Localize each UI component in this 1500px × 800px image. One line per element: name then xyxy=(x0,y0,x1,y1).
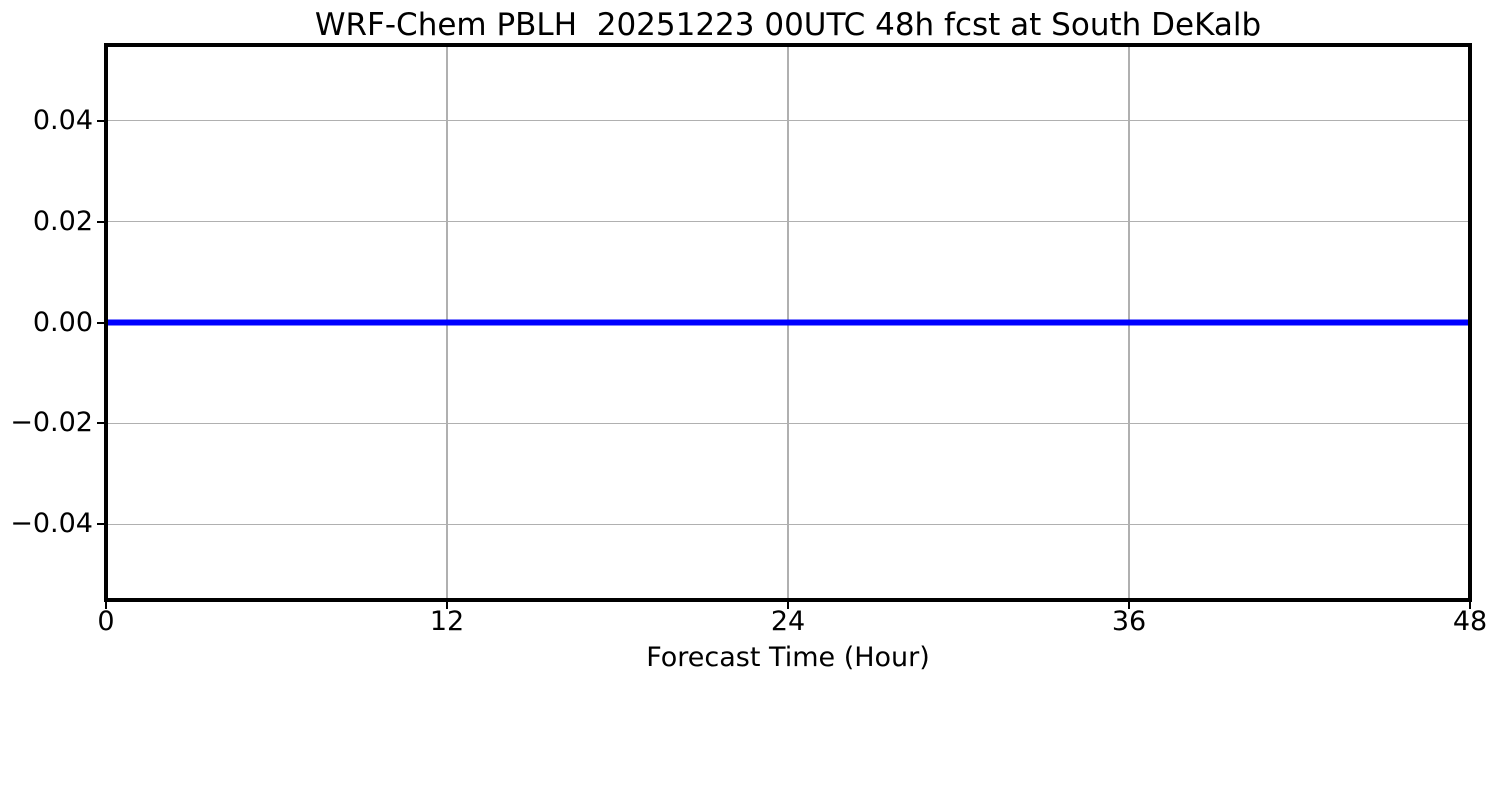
y-tick-mark xyxy=(97,119,104,122)
x-tick-mark xyxy=(105,602,107,609)
y-tick-mark xyxy=(97,321,104,324)
x-tick-label: 48 xyxy=(1452,606,1488,637)
h-gridline xyxy=(108,523,1468,526)
h-gridline xyxy=(108,422,1468,425)
x-tick-label: 24 xyxy=(770,606,806,637)
y-tick-label: 0.02 xyxy=(32,205,93,237)
x-tick-mark xyxy=(1469,602,1471,609)
x-tick-mark xyxy=(787,602,789,609)
h-gridline xyxy=(108,220,1468,223)
x-tick-mark xyxy=(446,602,448,609)
x-tick-label: 36 xyxy=(1111,606,1147,637)
y-tick-label: 0.00 xyxy=(32,306,93,338)
y-tick-mark xyxy=(97,220,104,223)
x-tick-label: 0 xyxy=(97,606,115,637)
y-tick-label: 0.04 xyxy=(32,104,93,136)
x-tick-mark xyxy=(1128,602,1130,609)
y-tick-mark xyxy=(97,422,104,425)
x-axis-label: Forecast Time (Hour) xyxy=(646,642,930,673)
h-gridline xyxy=(108,119,1468,122)
data-line-layer xyxy=(108,319,1468,326)
y-tick-label: −0.04 xyxy=(10,508,93,540)
chart-title: WRF-Chem PBLH 20251223 00UTC 48h fcst at… xyxy=(314,7,1262,43)
y-tick-label: −0.02 xyxy=(10,407,93,439)
y-tick-mark xyxy=(97,523,104,526)
x-tick-label: 12 xyxy=(429,606,465,637)
